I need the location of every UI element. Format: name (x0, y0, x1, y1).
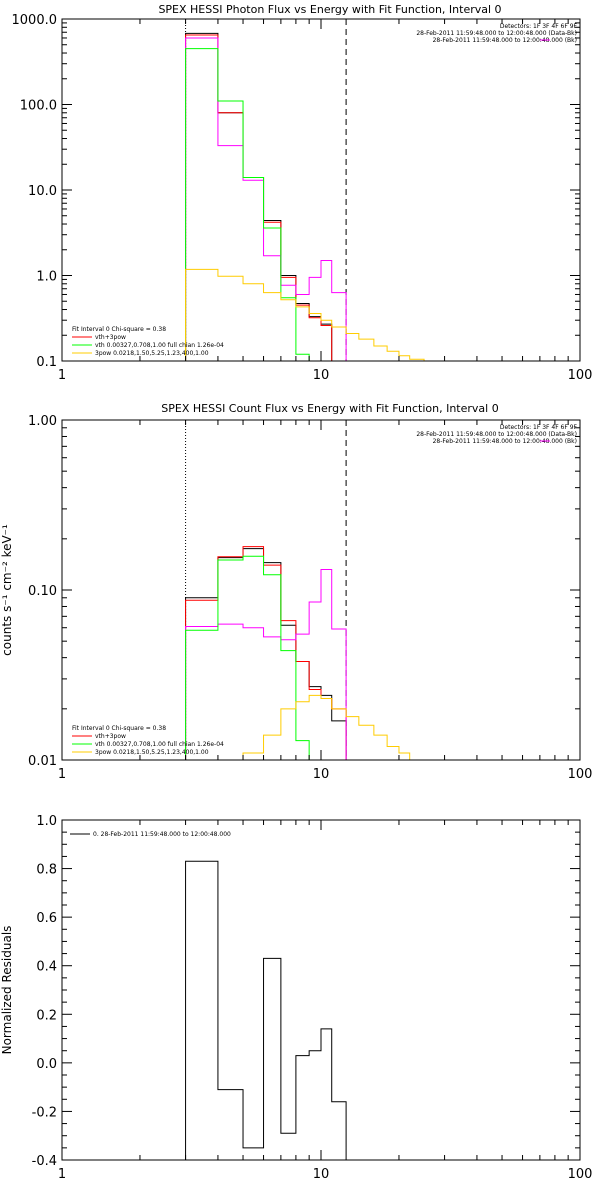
chart-legend: 0. 28-Feb-2011 11:59:48.000 to 12:00:48.… (70, 831, 231, 838)
legend-title: Fit Interval 0 Chi-square = 0.38 (72, 725, 166, 732)
chart-title: SPEX HESSI Photon Flux vs Energy with Fi… (158, 3, 501, 16)
residuals-chart: Normalized Residuals 0. 28-Feb-2011 11:5… (0, 814, 592, 1182)
y-tick-label: 0.8 (36, 863, 57, 878)
series-data-line (185, 548, 347, 760)
x-tick-label: 1 (58, 368, 66, 383)
y-tick-label: 0.2 (36, 1008, 57, 1023)
chart-marks (185, 860, 347, 1160)
x-tick-label: 100 (568, 368, 593, 383)
legend-label: vth+3pow (95, 334, 126, 341)
chart-axes: 1 10 100 0.01 0.10 1.00 (28, 414, 592, 782)
photon-flux-chart: SPEX HESSI Photon Flux vs Energy with Fi… (12, 3, 593, 383)
x-tick-label: 10 (313, 767, 330, 782)
y-tick-label: 0.0 (36, 1057, 57, 1072)
count-flux-chart: SPEX HESSI Count Flux vs Energy with Fit… (0, 402, 592, 782)
y-tick-label: 1.0 (36, 270, 57, 285)
x-tick-label: 100 (568, 767, 593, 782)
y-axis-label: counts s⁻¹ cm⁻² keV⁻¹ (0, 524, 14, 656)
series-vth-line (185, 48, 321, 361)
y-tick-label: -0.4 (32, 1154, 57, 1169)
chart-marks (185, 19, 437, 361)
series-vth-line (185, 555, 321, 760)
y-tick-label: 0.01 (28, 754, 57, 769)
x-tick-label: 10 (313, 1167, 330, 1182)
chart-axes: 1 10 100 -0.4 -0.2 0.0 0.2 0.4 0.6 0.8 1.0 (32, 814, 593, 1182)
x-tick-label: 1 (58, 1167, 66, 1182)
y-tick-label: 1.0 (36, 814, 57, 829)
chart-marks (185, 420, 437, 760)
legend-label: 3pow 0.0218,1.50,5.25,1.23,400,1.00 (95, 749, 209, 756)
legend-label: 0. 28-Feb-2011 11:59:48.000 to 12:00:48.… (93, 831, 231, 838)
y-tick-label: 0.4 (36, 960, 57, 975)
chart-legend: Fit Interval 0 Chi-square = 0.38vth+3pow… (72, 725, 224, 756)
header-text: Detectors: 1F 3F 4F 6F 9F (500, 23, 578, 30)
x-tick-label: 1 (58, 767, 66, 782)
y-tick-label: 1000.0 (12, 13, 58, 28)
y-tick-label: 10.0 (28, 184, 57, 199)
series-residuals-line (185, 860, 347, 1160)
series-pow-line (185, 694, 437, 760)
y-tick-label: 0.1 (36, 355, 57, 370)
series-pow-line (185, 268, 437, 361)
chart-legend: Fit Interval 0 Chi-square = 0.38vth+3pow… (72, 326, 224, 357)
plot-area (185, 420, 437, 760)
header-text: 28-Feb-2011 11:59:48.000 to 12:00:48.000… (416, 431, 577, 438)
legend-label: vth 0.00327,0.708,1.00 full chian 1.26e-… (95, 741, 224, 748)
y-tick-label: 100.0 (20, 99, 57, 114)
y-tick-label: 0.6 (36, 911, 57, 926)
header-text: Detectors: 1F 3F 4F 6F 9F (500, 424, 578, 431)
chart-axes: 1 10 100 0.1 1.0 10.0 100.0 1000.0 (12, 13, 593, 383)
legend-label: vth+3pow (95, 733, 126, 740)
chart-title: SPEX HESSI Count Flux vs Energy with Fit… (161, 402, 498, 415)
plot-area (185, 860, 347, 1160)
y-tick-label: 0.10 (28, 584, 57, 599)
y-axis-label: Normalized Residuals (0, 926, 14, 1055)
x-tick-label: 100 (568, 1167, 593, 1182)
legend-label: vth 0.00327,0.708,1.00 full chian 1.26e-… (95, 342, 224, 349)
header-text: 28-Feb-2011 11:59:48.000 to 12:00:48.000… (416, 30, 577, 37)
y-tick-label: -0.2 (32, 1105, 57, 1120)
y-tick-label: 1.00 (28, 414, 57, 429)
legend-title: Fit Interval 0 Chi-square = 0.38 (72, 326, 166, 333)
plot-area (185, 19, 437, 361)
header-text: 28-Feb-2011 11:59:48.000 to 12:00:48.000… (433, 438, 577, 445)
series-bk-line (185, 37, 359, 361)
header-text: 28-Feb-2011 11:59:48.000 to 12:00:48.000… (433, 37, 577, 44)
series-bk-line (185, 569, 347, 760)
x-tick-label: 10 (313, 368, 330, 383)
legend-label: 3pow 0.0218,1.50,5.25,1.23,400,1.00 (95, 350, 209, 357)
